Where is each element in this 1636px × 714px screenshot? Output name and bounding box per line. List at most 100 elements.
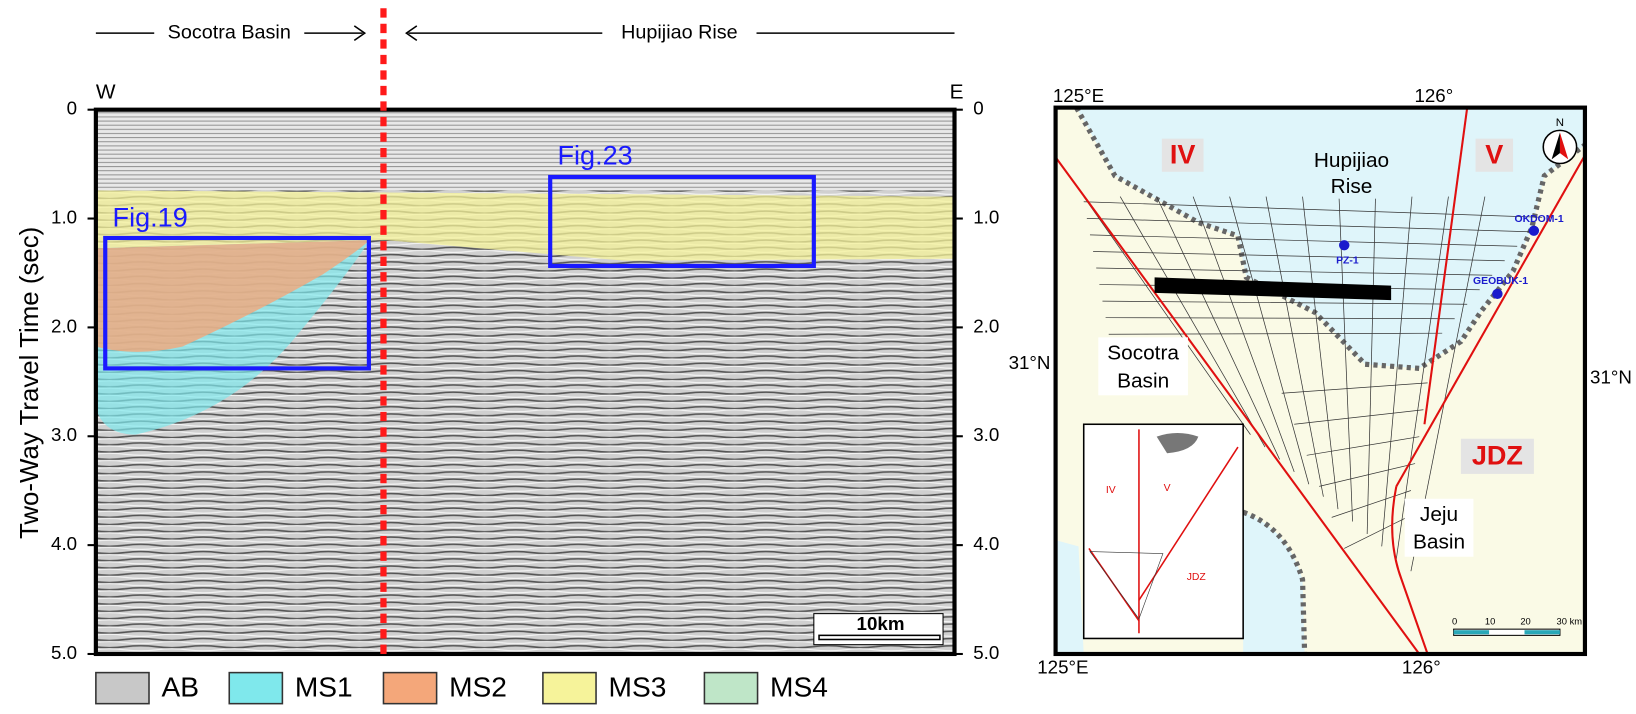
legend-label: MS2 <box>449 672 507 703</box>
area-label: Jeju <box>1420 503 1458 526</box>
y-tick-label: 1.0 <box>51 207 77 228</box>
section-location <box>1154 277 1392 301</box>
lon-label: 126° <box>1414 85 1453 106</box>
y-tick-label: 0 <box>973 98 983 119</box>
west-label: W <box>96 81 116 104</box>
north-arrow: N <box>1542 117 1578 165</box>
survey-line <box>1265 196 1324 497</box>
survey-line <box>1119 196 1266 448</box>
survey-line <box>1331 490 1412 518</box>
survey-line <box>1089 234 1518 247</box>
survey-line <box>1102 300 1468 305</box>
fault <box>1423 107 1469 425</box>
scale-tick: 10 <box>1485 616 1495 626</box>
y-tick-label: 2.0 <box>973 315 999 336</box>
y-ticks: 0 1.0 2.0 3.0 4.0 5.0 0 1.0 2.0 3.0 4.0 5.0 <box>51 98 999 663</box>
region-bg <box>1161 138 1204 172</box>
well <box>1528 225 1540 236</box>
basin-area <box>1243 512 1305 654</box>
fig23-box <box>548 174 816 269</box>
survey-line <box>1105 317 1455 320</box>
header-right: Hupijiao Rise <box>621 21 738 43</box>
inset-frame <box>1082 423 1244 640</box>
y-tick-label: 2.0 <box>51 315 77 336</box>
arrow-head <box>353 25 367 41</box>
fig19-box <box>103 235 371 371</box>
legend-label: MS3 <box>609 672 667 703</box>
survey-line <box>1338 196 1353 522</box>
scale-seg <box>1453 630 1490 635</box>
section-header: Socotra Basin Hupijiao Rise <box>95 21 955 43</box>
north-needle <box>1559 132 1569 160</box>
legend-swatch <box>703 671 759 705</box>
inset-region: JDZ <box>1187 572 1207 583</box>
panel-frame <box>93 107 957 657</box>
fault <box>1395 154 1585 487</box>
fault <box>1055 156 1421 654</box>
survey-line <box>1395 196 1449 559</box>
survey-line <box>1294 409 1424 425</box>
arrow-head <box>405 25 418 41</box>
survey-line <box>1093 251 1505 262</box>
area-label: Hupijiao <box>1314 149 1389 172</box>
inset-map: IV V JDZ <box>1082 423 1244 640</box>
survey-line <box>1086 217 1530 233</box>
boundary-dotted <box>1074 107 1585 372</box>
basin-area <box>1055 540 1084 654</box>
east-label: E <box>950 81 964 104</box>
legend-label: MS1 <box>295 672 353 703</box>
y-tick-label: 5.0 <box>51 642 77 663</box>
y-tick-label: 5.0 <box>973 642 999 663</box>
box-label: Fig.23 <box>557 140 632 170</box>
lon-label: 125°E <box>1053 85 1104 106</box>
lon-label: 126° <box>1402 656 1441 677</box>
inset-region: V <box>1164 483 1171 494</box>
area-label: Rise <box>1331 175 1373 198</box>
survey-line <box>1281 382 1428 394</box>
well <box>1339 240 1350 251</box>
header-left: Socotra Basin <box>168 21 291 43</box>
y-axis-label: Two-Way Travel Time (sec) <box>14 227 44 539</box>
legend-label: AB <box>162 672 200 703</box>
fault <box>1391 486 1429 654</box>
scale-tick: 0 <box>1452 616 1457 626</box>
legend-swatch <box>228 671 284 705</box>
label-bg <box>1304 144 1399 199</box>
legend-label: MS4 <box>770 672 828 703</box>
ms3-layer <box>95 190 955 261</box>
survey-line <box>1319 463 1416 487</box>
scale-tick: 30 km <box>1557 616 1583 626</box>
inset-survey <box>1089 551 1164 620</box>
survey-line <box>1306 436 1420 456</box>
seismic-image <box>95 109 955 654</box>
survey-line <box>1192 196 1295 472</box>
ms2-layer <box>95 240 370 352</box>
area-label: Basin <box>1117 369 1169 392</box>
area-label: Socotra <box>1107 341 1179 364</box>
y-tick-label: 1.0 <box>973 207 999 228</box>
y-tick-label: 4.0 <box>973 533 999 554</box>
legend-swatch <box>382 671 438 705</box>
box-label: Fig.19 <box>113 203 188 233</box>
scale-bar <box>818 634 941 641</box>
lat-label: 31°N <box>1009 352 1051 373</box>
legend: AB MS1 MS2 MS3 MS4 <box>95 671 828 705</box>
inset-island <box>1156 433 1199 454</box>
lat-label: 31°N <box>1590 367 1632 388</box>
well-label: OKDOM-1 <box>1515 214 1564 225</box>
y-tick-label: 3.0 <box>973 424 999 445</box>
survey-line <box>1366 196 1376 534</box>
region-bg <box>1460 438 1534 474</box>
survey-line <box>1302 196 1339 510</box>
well-label: GEOBUK-1 <box>1473 276 1528 287</box>
region-label: IV <box>1170 139 1196 169</box>
map-frame <box>1053 105 1588 657</box>
y-tick-label: 3.0 <box>51 424 77 445</box>
y-tick-label: 4.0 <box>51 533 77 554</box>
legend-swatch <box>95 671 150 705</box>
survey-line <box>1083 196 1251 435</box>
survey-line <box>1156 196 1280 460</box>
survey-line <box>1381 196 1413 547</box>
area-label: Basin <box>1413 531 1465 554</box>
boundary-dotted <box>1242 509 1308 654</box>
